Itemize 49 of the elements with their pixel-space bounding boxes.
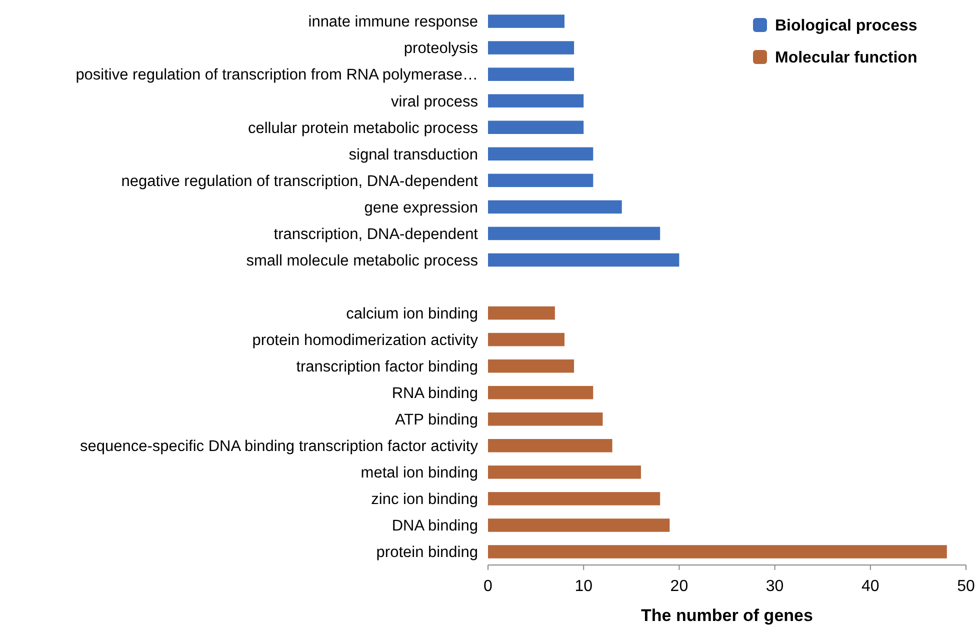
bar [488,359,574,373]
legend-label: Molecular function [775,50,918,67]
y-tick-label: transcription, DNA-dependent [274,226,479,243]
y-tick-label: viral process [391,93,478,110]
x-tick-label: 10 [574,578,593,595]
bar [488,466,641,479]
y-tick-label: zinc ion binding [371,491,478,508]
y-tick-label: ATP binding [394,412,478,429]
bar [488,253,680,267]
bar [488,492,660,506]
x-tick-label: 40 [862,578,880,595]
y-tick-label: negative regulation of transcription, DNA-dependent [121,172,479,190]
bar [488,147,594,161]
y-tick-label: cellular protein metabolic process [248,120,478,137]
bar [488,68,574,81]
y-tick-label: protein binding [376,544,478,562]
y-tick-label: metal ion binding [360,464,478,482]
bar [488,14,564,28]
y-tick-label: gene expression [364,199,478,216]
x-tick-label: 0 [484,578,493,595]
y-tick-label: DNA binding [392,518,478,535]
bar [488,386,594,400]
bar [488,94,584,108]
y-tick-label: proteolysis [404,40,478,58]
bar [488,120,584,134]
bar [488,412,603,426]
bar [488,200,622,214]
y-tick-label: positive regulation of transcription from RNA polymerase… [76,66,478,84]
bar [488,306,555,320]
legend-label: Biological process [775,18,918,35]
bar [488,545,947,558]
y-tick-label: signal transduction [348,146,478,164]
bar [488,439,612,452]
x-axis-title: The number of genes [641,606,813,625]
bar [488,41,574,54]
x-tick-label: 30 [766,578,784,595]
x-tick-label: 20 [670,578,688,595]
x-tick-label: 50 [957,578,975,595]
y-tick-label: RNA binding [392,385,478,402]
y-tick-label: innate immune response [308,14,478,31]
y-tick-label: protein homodimerization activity [252,332,478,349]
bar [488,226,660,240]
y-tick-label: sequence-specific DNA binding transcription factor activity [80,438,478,456]
bar [488,174,594,188]
y-tick-label: small molecule metabolic process [246,252,478,270]
bar [488,518,670,532]
bar [488,332,564,346]
y-tick-label: transcription factor binding [296,358,478,376]
y-tick-label: calcium ion binding [346,305,478,322]
